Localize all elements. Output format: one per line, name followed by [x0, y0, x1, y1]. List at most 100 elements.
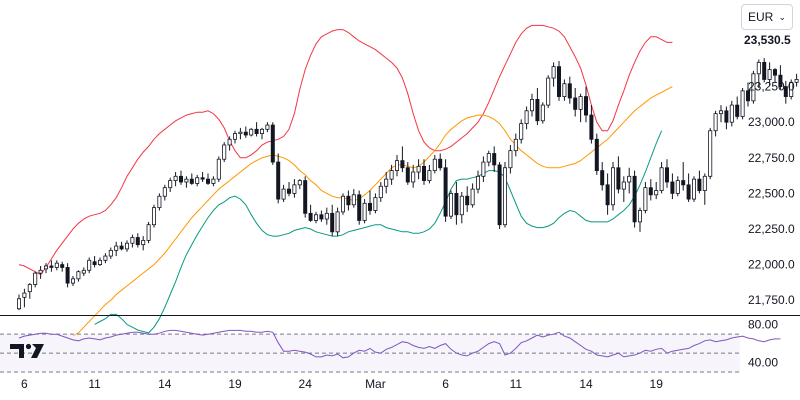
candle — [713, 110, 718, 137]
candle-body — [265, 124, 270, 130]
candle — [168, 177, 173, 192]
candle — [141, 236, 146, 251]
candle — [71, 275, 76, 286]
candle — [443, 159, 448, 222]
candle — [513, 133, 518, 157]
candle — [162, 184, 167, 201]
candle-body — [665, 167, 670, 183]
candle-body — [767, 69, 772, 80]
candle — [249, 127, 254, 137]
candle — [502, 162, 507, 228]
candle-body — [459, 195, 464, 216]
candle-body — [54, 262, 59, 268]
rsi-axis[interactable]: 80.00 40.00 — [748, 318, 778, 370]
price-axis-tick-label: 22,000.0 — [748, 258, 795, 272]
candle-body — [497, 164, 502, 226]
candle — [292, 179, 297, 198]
candle-body — [141, 239, 146, 246]
candle — [783, 80, 788, 104]
candle-body — [281, 188, 286, 200]
candle-body — [702, 175, 707, 191]
candle — [778, 65, 783, 90]
candle — [654, 181, 659, 200]
time-axis-tick-label: 14 — [158, 377, 172, 391]
candle-body — [481, 161, 486, 177]
time-axis-tick-label: 14 — [579, 377, 593, 391]
candle — [454, 181, 459, 225]
candle — [675, 176, 680, 197]
candle-body — [492, 153, 497, 166]
candle — [594, 133, 599, 175]
candle — [729, 100, 734, 127]
currency-select[interactable]: EUR ⌄ — [741, 4, 793, 30]
candle — [281, 184, 286, 202]
candle — [627, 167, 632, 194]
candle-body — [249, 128, 254, 136]
candle — [297, 179, 302, 190]
candle — [557, 60, 562, 101]
candle-body — [330, 212, 335, 233]
candle-body — [724, 110, 729, 123]
candle — [33, 271, 38, 288]
tradingview-logo-icon[interactable] — [10, 341, 46, 366]
candle — [362, 199, 367, 224]
candle-body — [114, 245, 119, 251]
candle-body — [654, 190, 659, 196]
rsi-axis-tick-label: 40.00 — [748, 356, 778, 370]
price-axis-tick-label: 23,250.0 — [748, 80, 795, 94]
rsi-indicator — [0, 329, 781, 373]
candle — [103, 253, 108, 264]
candle — [227, 136, 232, 151]
candle — [789, 79, 794, 100]
candle — [632, 170, 637, 228]
candle-body — [211, 178, 216, 184]
candle-body — [778, 74, 783, 87]
candle — [195, 174, 200, 187]
price-axis[interactable]: 23,250.0 23,000.0 22,750.0 22,500.0 22,250.0… — [748, 80, 795, 308]
candle — [794, 73, 799, 87]
candle-body — [746, 90, 751, 102]
candle-body — [324, 212, 329, 220]
candle-body — [81, 269, 86, 274]
candle-body — [384, 178, 389, 187]
candle — [411, 164, 416, 188]
candle — [600, 162, 605, 191]
candle-body — [794, 79, 799, 83]
candle — [497, 162, 502, 229]
candle-body — [308, 212, 313, 221]
candle-body — [135, 237, 140, 246]
time-axis-tick-label: 19 — [228, 377, 242, 391]
candle-body — [567, 83, 572, 99]
candle-body — [773, 69, 778, 76]
candle — [189, 173, 194, 185]
candle — [38, 266, 43, 279]
candle — [638, 207, 643, 232]
candle-body — [611, 167, 616, 206]
candle — [125, 240, 130, 252]
candle-body — [227, 138, 232, 146]
candle-body — [157, 195, 162, 209]
candle-body — [427, 170, 432, 181]
candle — [465, 186, 470, 212]
time-axis-tick-label: 6 — [21, 377, 28, 391]
rsi-band-fill — [0, 334, 740, 372]
candle — [16, 294, 21, 311]
candle-body — [578, 96, 583, 110]
candle-body — [362, 202, 367, 221]
candle — [373, 193, 378, 214]
candle — [773, 68, 778, 83]
candle-body — [589, 114, 594, 140]
candle-body — [16, 298, 21, 310]
price-axis-tick-label: 23,000.0 — [748, 115, 795, 129]
candle — [621, 176, 626, 202]
candle — [92, 256, 97, 268]
candle — [265, 122, 270, 133]
currency-select-value: EUR — [748, 10, 774, 24]
time-axis[interactable]: 6 11 14 19 24 Mar 6 11 14 19 — [21, 377, 663, 391]
candle — [648, 179, 653, 201]
lower-band-line — [94, 130, 663, 334]
candle-body — [389, 170, 394, 180]
price-axis-tick-label: 22,500.0 — [748, 186, 795, 200]
candle-body — [98, 259, 103, 265]
